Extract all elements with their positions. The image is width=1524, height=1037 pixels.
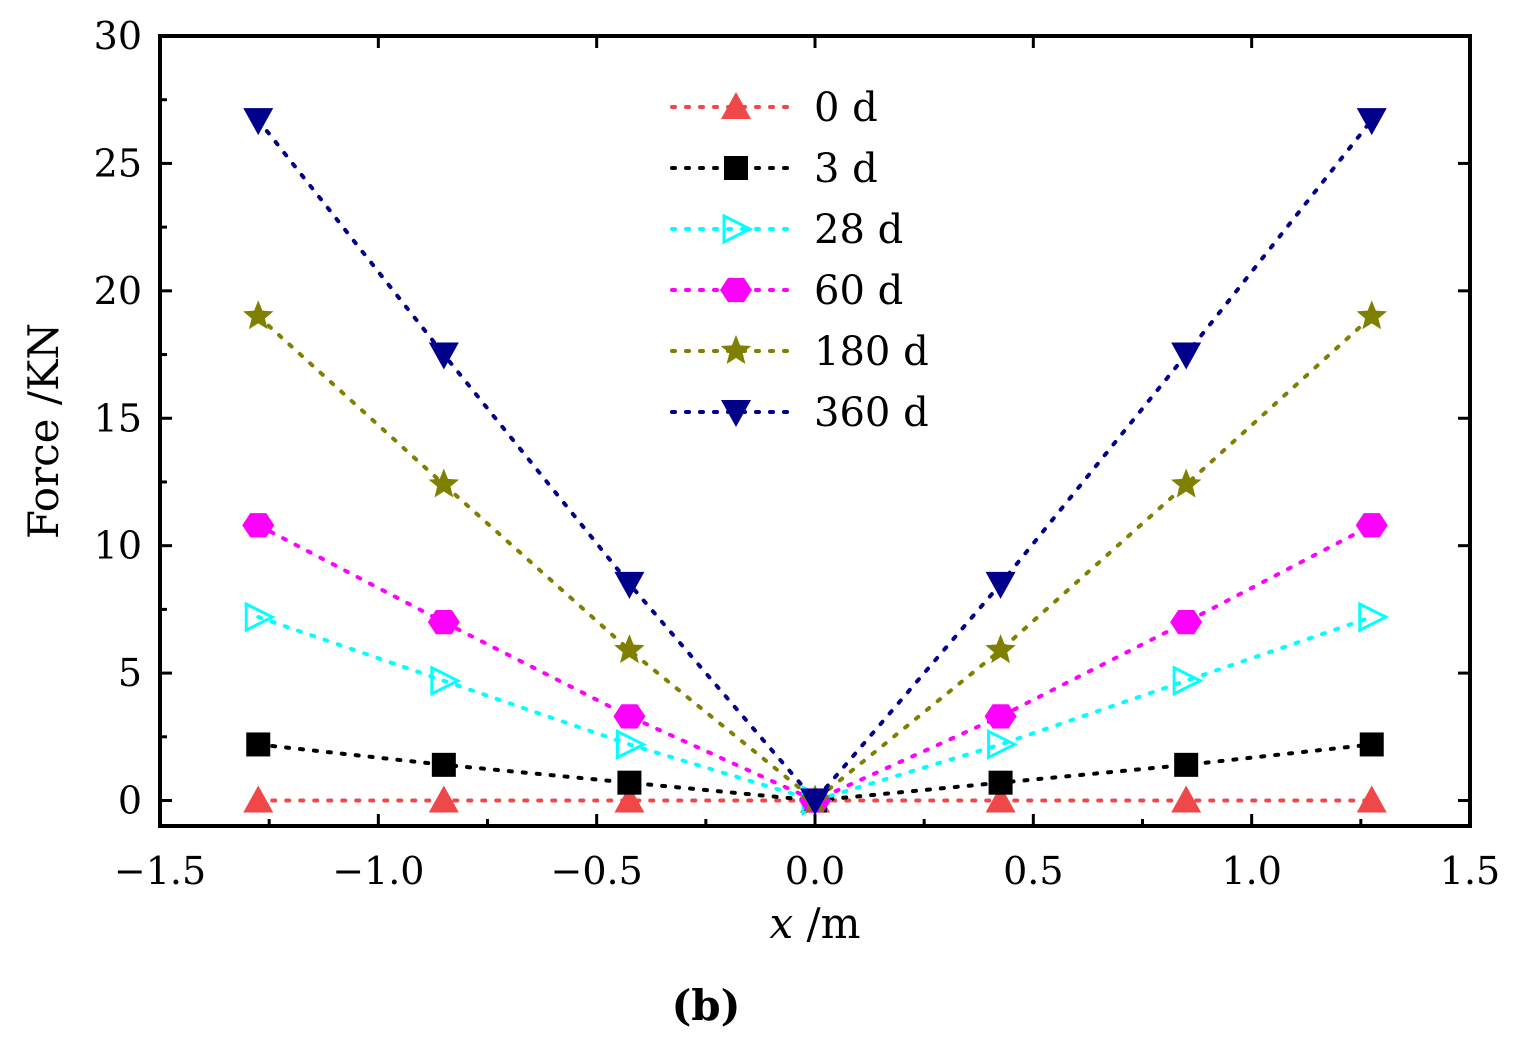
data-point	[243, 300, 274, 330]
legend: 0 d 3 d 28 d 60 d 180 d 360 d	[670, 85, 929, 436]
data-point	[1172, 665, 1204, 697]
data-point	[428, 468, 460, 498]
data-point	[985, 634, 1016, 664]
data-point	[1171, 342, 1202, 370]
data-point	[243, 108, 274, 136]
series-markers	[242, 108, 1390, 816]
data-point	[1174, 752, 1199, 777]
legend-label: 0 d	[814, 85, 878, 131]
data-point	[430, 665, 462, 697]
data-point	[1170, 610, 1203, 635]
data-point	[985, 785, 1016, 813]
legend-marker	[722, 213, 754, 245]
data-point	[1359, 732, 1384, 757]
data-point	[1356, 785, 1387, 813]
data-point	[1170, 468, 1202, 498]
panel-label: (b)	[671, 981, 740, 1030]
data-point	[427, 610, 460, 635]
series-line	[256, 615, 1374, 803]
data-point	[1355, 513, 1388, 538]
data-point	[617, 770, 642, 795]
data-point	[613, 704, 646, 729]
y-tick-label: 5	[118, 651, 142, 695]
data-point	[614, 785, 645, 813]
data-point	[984, 704, 1017, 729]
data-point	[615, 729, 647, 760]
data-point	[800, 788, 830, 816]
x-tick-label: −0.5	[551, 849, 643, 893]
plot-frame	[158, 34, 1472, 828]
data-point	[428, 785, 459, 813]
data-point	[988, 770, 1013, 795]
y-tick-label: 25	[94, 141, 142, 185]
legend-label: 180 d	[814, 329, 929, 375]
data-point	[246, 732, 271, 757]
legend-marker	[724, 156, 748, 180]
data-point	[614, 571, 645, 599]
data-point	[428, 342, 459, 370]
y-axis-title: Force /KN	[19, 323, 68, 539]
y-tick-label: 20	[94, 269, 142, 313]
series-line	[256, 523, 1374, 803]
legend-label: 60 d	[814, 268, 903, 314]
legend-marker	[721, 92, 751, 119]
x-tick-label: 0.0	[785, 849, 845, 893]
x-axis-title: x /m	[769, 899, 860, 948]
data-point	[987, 729, 1018, 760]
data-point	[244, 601, 276, 633]
y-tick-label: 10	[94, 524, 142, 568]
data-point	[1356, 300, 1387, 330]
x-tick-label: 1.0	[1221, 849, 1281, 893]
legend-label: 28 d	[814, 207, 903, 253]
data-point	[1358, 601, 1390, 633]
data-point	[985, 571, 1016, 599]
data-point	[1171, 785, 1202, 813]
y-tick-label: 30	[94, 14, 142, 58]
data-point	[1356, 108, 1387, 136]
y-tick-label: 0	[118, 779, 142, 823]
legend-label: 3 d	[814, 146, 878, 192]
series-line	[256, 314, 1374, 804]
data-point	[431, 752, 456, 777]
x-tick-label: −1.0	[332, 849, 424, 893]
x-tick-label: 1.5	[1440, 849, 1500, 893]
legend-label: 360 d	[814, 390, 929, 436]
x-tick-label: −1.5	[114, 849, 206, 893]
data-point	[242, 513, 275, 538]
tick-labels: −1.5 −1.0 −0.5 0.0 0.5 1.0 1.5 0 5 10 15 20 25 30	[94, 14, 1501, 893]
legend-marker	[721, 400, 751, 427]
data-point	[614, 634, 645, 664]
x-axis-variable: x	[769, 899, 793, 948]
legend-marker	[720, 277, 752, 303]
legend-marker	[720, 335, 752, 364]
x-tick-label: 0.5	[1003, 849, 1063, 893]
x-axis-unit: /m	[793, 899, 860, 948]
y-tick-label: 15	[94, 396, 142, 440]
data-point	[243, 785, 274, 813]
